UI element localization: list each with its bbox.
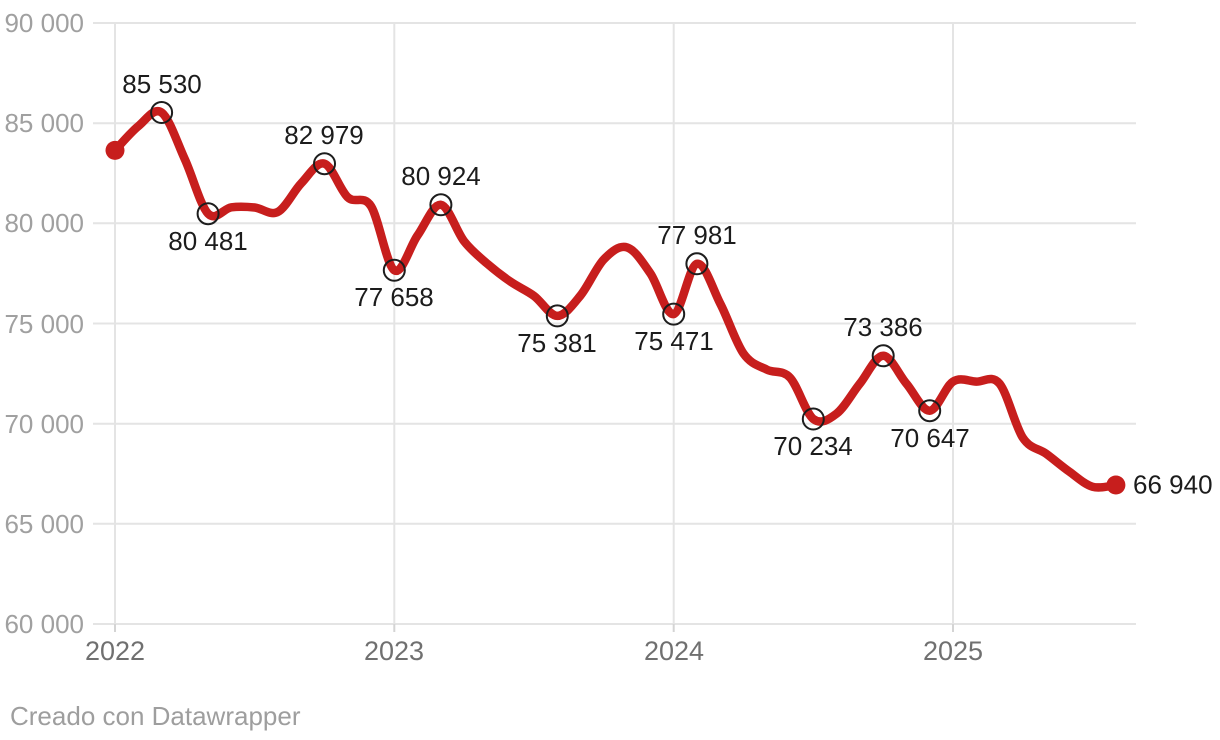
- data-point-marker: [871, 344, 895, 368]
- datawrapper-credit: Creado con Datawrapper: [10, 701, 301, 731]
- data-point-marker: [918, 399, 942, 423]
- data-point-marker: [545, 304, 569, 328]
- data-point-marker: [429, 193, 453, 217]
- series-start-dot: [105, 140, 125, 160]
- data-point-marker: [150, 101, 174, 124]
- data-point-marker: [313, 152, 336, 176]
- data-point-marker: [382, 258, 406, 282]
- data-point-marker: [196, 202, 220, 226]
- data-point-marker: [685, 252, 709, 276]
- data-point-marker: [662, 302, 686, 326]
- data-point-marker: [801, 407, 825, 431]
- line-series-path: [110, 107, 1121, 492]
- series-end-dot: [1106, 475, 1126, 495]
